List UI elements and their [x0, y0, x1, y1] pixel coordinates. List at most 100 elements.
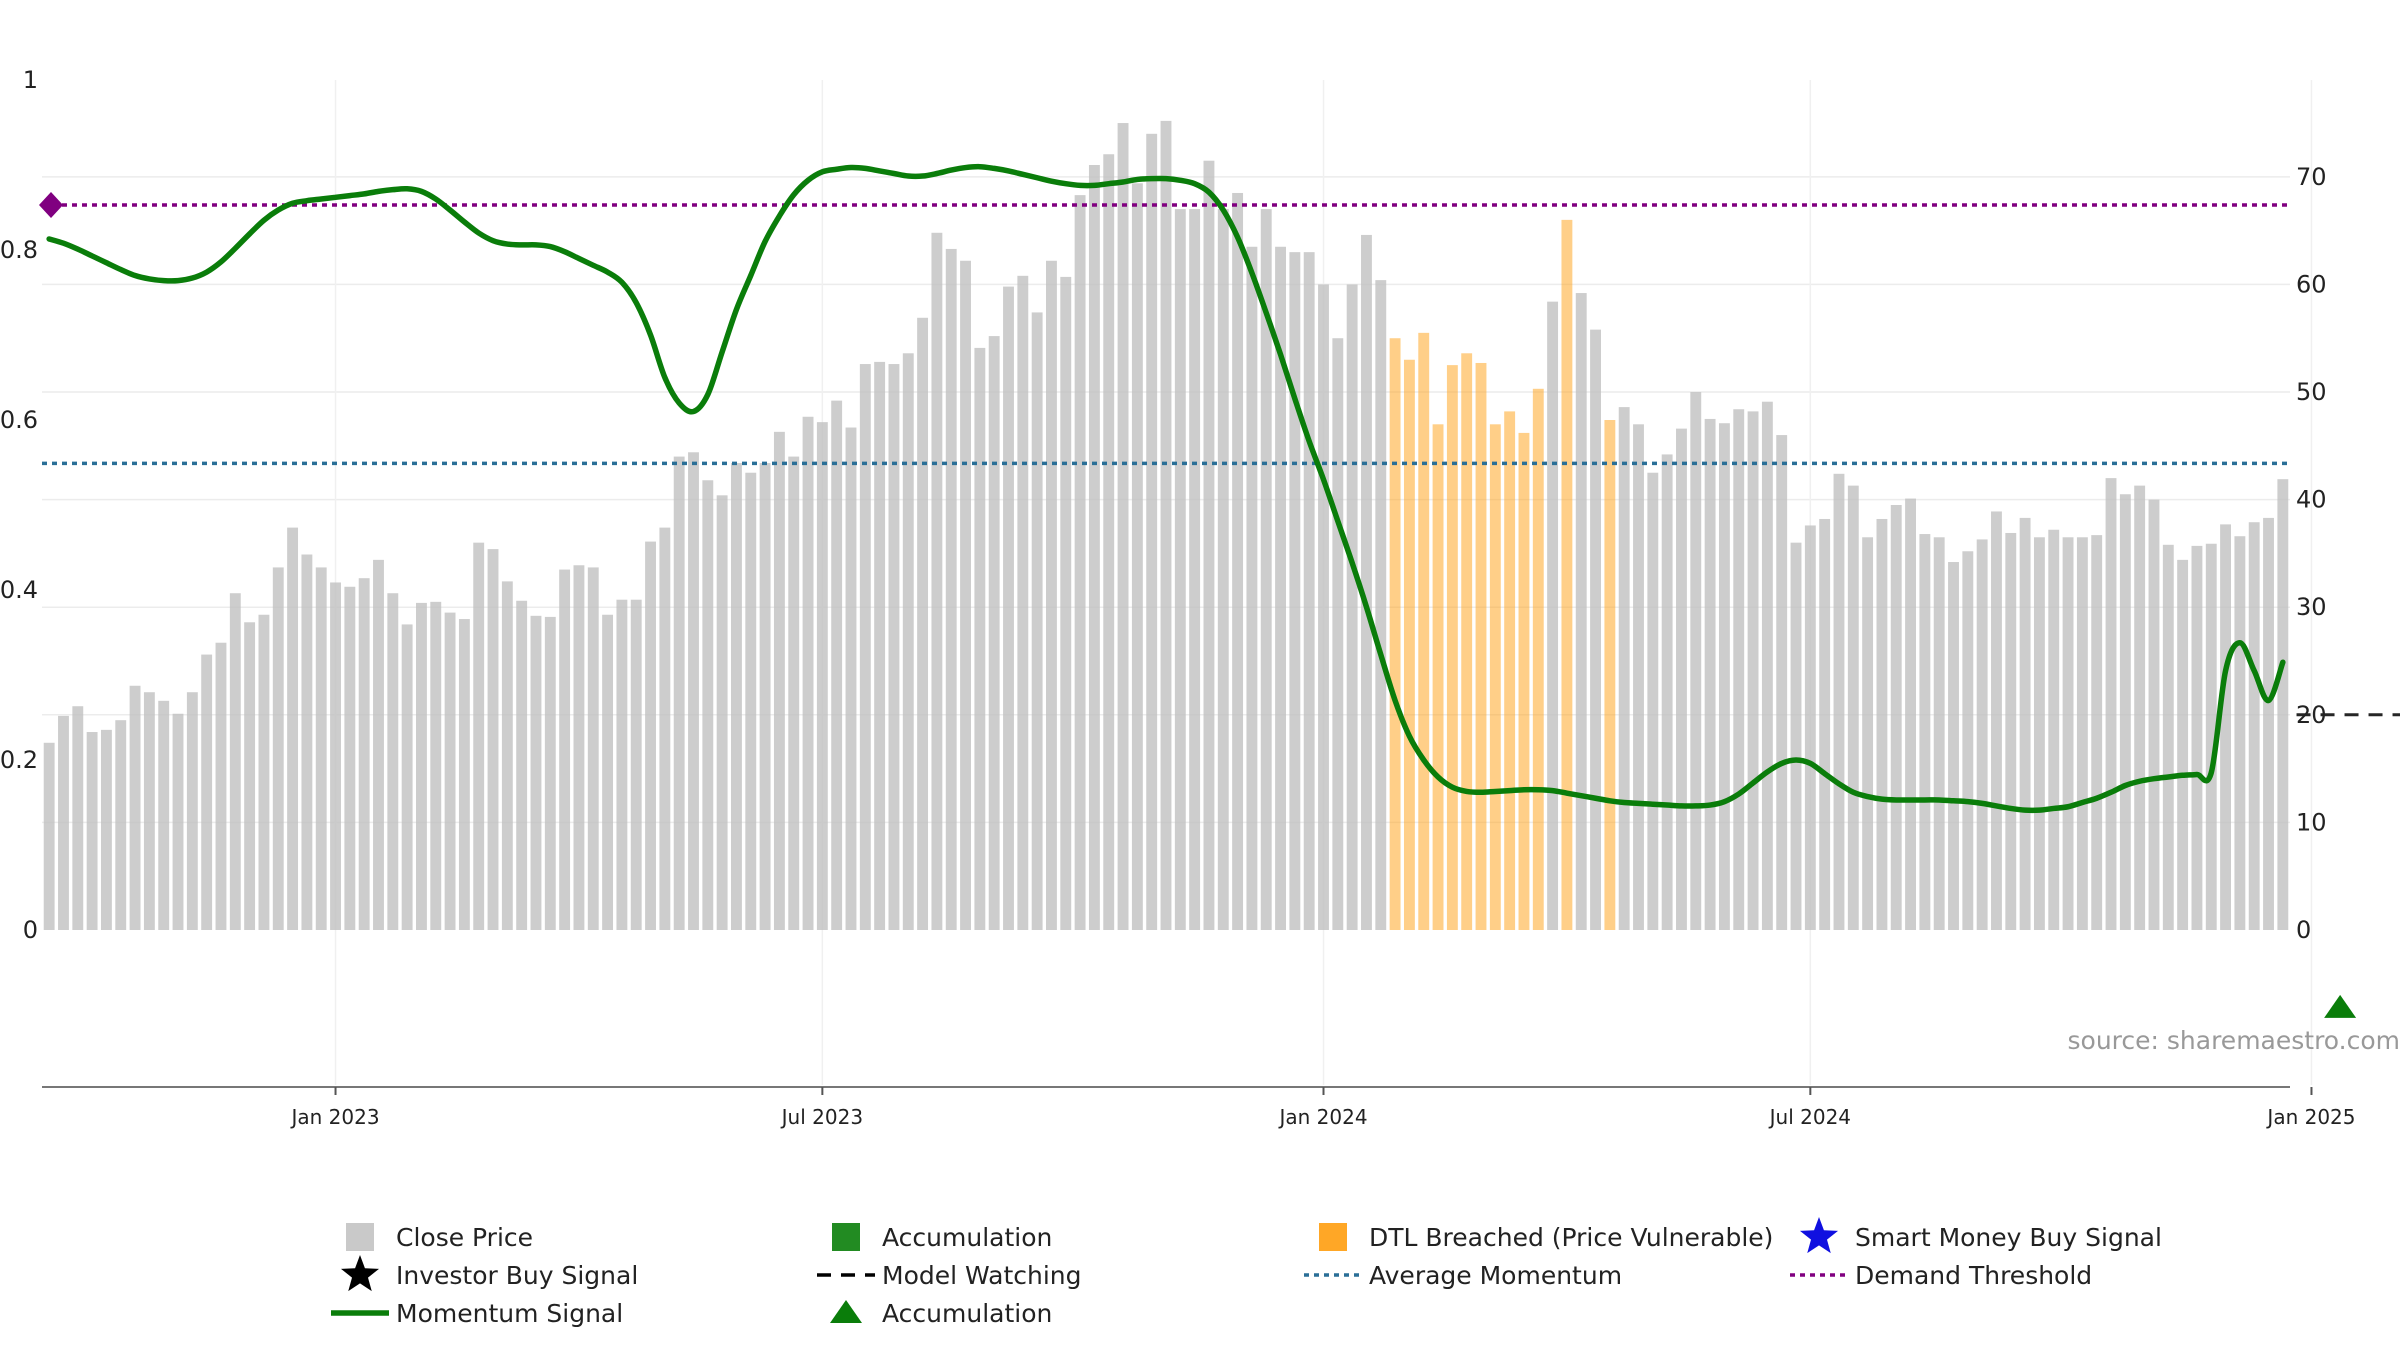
close-price-bar — [960, 260, 971, 930]
close-price-bar — [2062, 537, 2074, 930]
legend-swatch — [346, 1223, 374, 1251]
close-price-bar — [1332, 338, 1344, 930]
close-price-bar — [2205, 543, 2217, 930]
close-price-bar — [100, 729, 112, 930]
dtl-breached-bar — [1461, 353, 1473, 930]
close-price-bar — [244, 622, 256, 930]
right-tick-label: 20 — [2296, 701, 2327, 729]
close-price-bar — [2019, 517, 2031, 930]
close-price-bar — [1761, 401, 1773, 930]
dtl-breached-bar — [1561, 219, 1573, 930]
dtl-breached-bar — [1489, 424, 1501, 930]
close-price-bar — [1747, 411, 1759, 930]
close-price-bar — [2248, 522, 2260, 930]
dtl-breached-bar — [1418, 332, 1430, 930]
right-tick-label: 60 — [2296, 270, 2327, 298]
close-price-bar — [1232, 192, 1244, 931]
close-price-bar — [1804, 525, 1816, 930]
demand-threshold-marker — [39, 191, 63, 218]
close-price-bar — [1146, 133, 1158, 930]
legend-label: Demand Threshold — [1855, 1261, 2092, 1290]
close-price-bar — [2076, 537, 2088, 930]
close-price-bar — [1776, 435, 1788, 930]
close-price-bar — [201, 654, 213, 930]
close-price-bar — [1962, 551, 1974, 930]
close-price-bar — [1003, 286, 1014, 930]
dtl-breached-bar — [1475, 362, 1487, 930]
close-price-bar — [2234, 536, 2246, 930]
close-price-bar — [1246, 246, 1258, 930]
close-price-bar — [2033, 537, 2045, 930]
close-price-bar — [731, 463, 742, 930]
close-price-bar — [287, 527, 299, 930]
close-price-bar — [86, 732, 98, 930]
close-price-bar — [673, 456, 685, 930]
close-price-bar — [1217, 209, 1229, 931]
close-price-bar — [587, 567, 599, 930]
close-price-bar — [1833, 473, 1845, 930]
legend-item-smart: Smart Money Buy Signal — [1799, 1217, 2162, 1254]
close-price-bar — [315, 567, 327, 930]
dtl-breached-bar — [1518, 432, 1530, 930]
legend-item-demand: Demand Threshold — [1790, 1261, 2092, 1290]
right-tick-label: 70 — [2296, 163, 2327, 191]
close-price-bar — [1876, 518, 1888, 930]
close-price-bar — [1174, 209, 1186, 931]
close-price-bar — [1976, 539, 1988, 930]
legend-swatch — [832, 1223, 860, 1251]
close-price-bar — [1318, 284, 1329, 930]
close-price-bar — [544, 616, 556, 930]
legend-item-avg: Average Momentum — [1304, 1261, 1622, 1290]
close-price-bar — [559, 569, 571, 930]
close-price-bar — [1618, 407, 1630, 930]
close-price-bar — [2005, 532, 2017, 930]
close-price-bar — [2048, 529, 2060, 930]
close-price-bar — [1117, 123, 1129, 931]
close-price-bar — [501, 581, 513, 930]
close-price-bar — [1131, 183, 1143, 930]
close-price-bar — [129, 685, 141, 930]
close-price-bar — [859, 364, 871, 930]
reference-lines — [39, 191, 2400, 717]
close-price-bar — [816, 422, 828, 930]
close-price-bar — [2148, 499, 2160, 930]
close-price-bar — [759, 463, 771, 930]
close-price-bar — [1547, 301, 1559, 930]
close-price-bar — [659, 527, 671, 930]
close-price-bar — [974, 347, 986, 931]
price-bars — [43, 120, 2289, 931]
legend-item-investor: Investor Buy Signal — [340, 1255, 638, 1292]
close-price-bar — [330, 582, 341, 930]
close-price-bar — [1375, 280, 1387, 930]
right-tick-label: 10 — [2296, 808, 2327, 836]
axes: Jan 2023 Jul 2023 Jan 2024 Jul 2024 Jan 2025… — [0, 66, 2356, 1129]
close-price-bar — [1718, 423, 1730, 930]
legend: Close Price Accumulation DTL Breached (Pri… — [331, 1217, 2162, 1328]
close-price-bar — [1690, 392, 1702, 930]
close-price-bar — [1991, 511, 2002, 930]
close-price-bar — [2220, 524, 2232, 930]
legend-label: Momentum Signal — [396, 1299, 623, 1328]
legend-label: Accumulation — [882, 1223, 1052, 1252]
close-price-bar — [487, 549, 499, 930]
close-price-bar — [788, 456, 800, 930]
legend-label: Smart Money Buy Signal — [1855, 1223, 2162, 1252]
close-price-bar — [888, 364, 900, 930]
x-tick-label: Jan 2025 — [2265, 1105, 2355, 1129]
close-price-bar — [1074, 195, 1086, 930]
close-price-bar — [458, 619, 470, 930]
close-price-bar — [401, 624, 413, 930]
close-price-bar — [1046, 260, 1057, 930]
close-price-bar — [1676, 428, 1687, 930]
close-price-bar — [1260, 209, 1272, 931]
close-price-bar — [430, 601, 442, 930]
close-price-bar — [917, 317, 929, 931]
close-price-bar — [1160, 120, 1172, 930]
momentum-signal — [46, 163, 2286, 814]
close-price-bar — [516, 600, 528, 930]
close-price-bar — [745, 472, 757, 930]
close-price-bar — [902, 353, 914, 930]
close-price-bar — [573, 565, 585, 930]
close-price-bar — [931, 232, 943, 931]
close-price-bar — [415, 602, 427, 930]
